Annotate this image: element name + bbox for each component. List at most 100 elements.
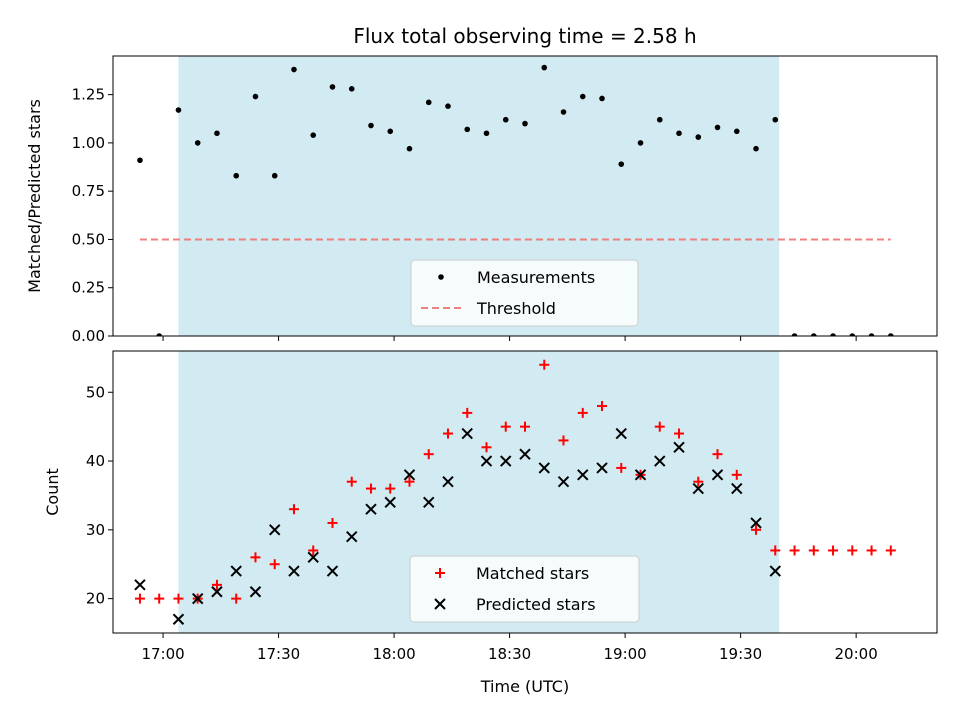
measurement-point	[445, 103, 451, 110]
matched-star-marker	[789, 545, 800, 556]
measurement-point	[541, 64, 548, 71]
y-tick-label: 50	[86, 383, 105, 401]
x-tick-label: 18:30	[488, 645, 531, 663]
predicted-star-marker	[731, 482, 743, 495]
predicted-star-marker	[634, 469, 647, 481]
legend-plus-icon	[435, 568, 445, 578]
x-tick-label: 17:00	[141, 645, 184, 663]
measurement-point	[522, 120, 528, 127]
bottom-panel: 20 30 40 50 17:00 17:30 18:00 18:30 19:00 19:30 20…	[43, 350, 938, 696]
predicted-star-marker	[577, 469, 589, 481]
matched-star-marker	[866, 545, 877, 556]
predicted-star-marker	[384, 496, 396, 509]
matched-star-marker	[885, 545, 896, 556]
bottom-y-axis-label: Count	[43, 468, 62, 516]
predicted-star-marker	[230, 565, 242, 577]
measurement-point	[502, 116, 509, 123]
measurement-point	[137, 157, 143, 164]
measurement-point	[368, 122, 374, 129]
legend-label: Predicted stars	[476, 595, 596, 614]
measurement-point	[560, 109, 567, 115]
measurement-point	[772, 116, 779, 123]
measurement-point	[425, 99, 432, 106]
matched-star-marker	[539, 359, 550, 370]
matched-star-marker	[250, 552, 261, 563]
top-y-axis-label: Matched/Predicted stars	[25, 99, 44, 293]
legend-box	[410, 259, 639, 327]
measurement-point	[348, 86, 355, 92]
measurement-point	[868, 333, 875, 336]
y-tick-label: 30	[86, 521, 105, 539]
legend-dot-icon	[438, 274, 444, 280]
predicted-star-marker	[442, 475, 454, 488]
measurement-point	[810, 333, 817, 336]
predicted-star-marker	[423, 496, 435, 509]
predicted-star-marker	[480, 455, 493, 467]
y-tick-label: 0.75	[72, 182, 105, 200]
matched-star-marker	[828, 545, 839, 556]
plot-frame	[112, 350, 938, 634]
measurement-point	[175, 107, 182, 113]
x-tick-label: 17:30	[257, 645, 300, 663]
predicted-star-marker	[134, 579, 146, 591]
predicted-star-marker	[769, 565, 781, 577]
matched-star-marker	[500, 421, 511, 432]
measurement-point	[753, 145, 759, 152]
chart-title: Flux total observing time = 2.58 h	[353, 24, 696, 48]
measurement-point	[387, 128, 394, 135]
matched-star-marker	[674, 428, 685, 439]
matched-star-marker	[751, 524, 762, 535]
predicted-star-marker	[172, 613, 185, 625]
matched-star-marker	[327, 517, 338, 528]
matched-star-marker	[808, 545, 819, 556]
measurement-point	[599, 95, 605, 102]
matched-star-marker	[558, 435, 569, 446]
matched-star-marker	[134, 593, 145, 604]
measurement-point	[656, 116, 663, 123]
measurement-point	[214, 130, 220, 137]
measurement-point	[830, 333, 836, 336]
y-tick-label: 20	[86, 590, 105, 608]
measurement-point	[637, 140, 644, 146]
measurement-point	[849, 333, 856, 336]
predicted-star-marker	[596, 462, 608, 474]
matched-star-marker	[404, 476, 415, 487]
measurement-point	[271, 172, 278, 179]
predicted-star-marker	[538, 462, 550, 474]
predicted-star-marker	[711, 469, 724, 481]
matched-star-marker	[616, 462, 627, 473]
legend-label: Threshold	[476, 299, 556, 318]
measurement-point	[310, 132, 317, 138]
measurement-point	[618, 161, 625, 167]
matched-star-marker	[288, 504, 299, 515]
legend-label: Matched stars	[476, 564, 589, 583]
predicted-star-marker	[346, 531, 358, 543]
matched-star-marker	[597, 401, 608, 412]
top-panel: Flux total observing time = 2.58 h 0.00 0…	[25, 24, 938, 345]
matched-star-marker	[654, 421, 665, 432]
matched-star-marker	[462, 407, 473, 418]
predicted-star-marker	[307, 551, 319, 564]
measurement-point	[676, 130, 682, 137]
legend-label: Measurements	[477, 268, 595, 287]
predicted-star-marker	[365, 503, 377, 515]
matched-star-marker	[577, 407, 588, 418]
measurement-point	[579, 93, 586, 100]
x-tick-label: 18:00	[372, 645, 415, 663]
y-tick-label: 1.25	[72, 86, 105, 104]
predicted-star-marker	[249, 586, 262, 598]
predicted-star-marker	[615, 427, 627, 440]
measurement-point	[329, 84, 336, 90]
measurement-point	[464, 126, 471, 133]
y-tick-label: 40	[86, 452, 105, 470]
measurement-point	[887, 333, 894, 336]
predicted-star-marker	[461, 427, 473, 440]
matched-star-marker	[211, 579, 222, 590]
matched-star-marker	[520, 421, 530, 432]
predicted-star-marker	[326, 565, 339, 577]
y-tick-label: 1.00	[72, 134, 105, 152]
predicted-star-marker	[500, 455, 512, 467]
predicted-star-marker	[557, 475, 570, 488]
measurement-point	[695, 134, 702, 140]
